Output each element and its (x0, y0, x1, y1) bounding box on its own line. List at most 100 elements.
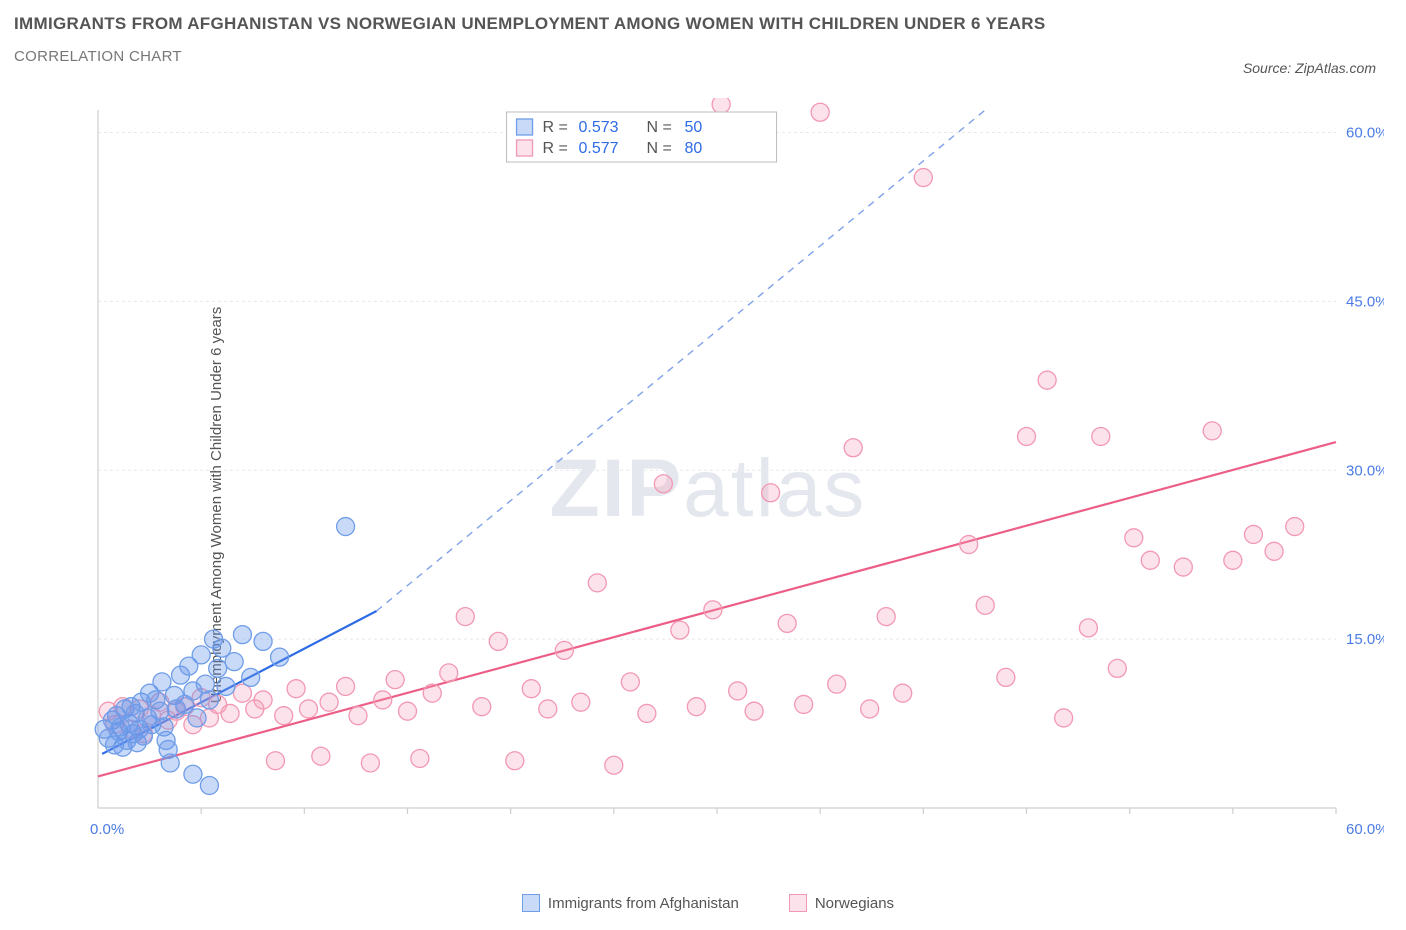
data-point-blue (217, 677, 235, 695)
data-point-pink (654, 475, 672, 493)
legend-bottom: Immigrants from Afghanistan Norwegians (32, 894, 1384, 912)
legend-blue-r: 0.573 (579, 119, 619, 136)
y-tick-label: 45.0% (1346, 293, 1384, 310)
data-point-pink (795, 695, 813, 713)
data-point-blue (192, 646, 210, 664)
data-point-pink (254, 691, 272, 709)
data-point-pink (539, 700, 557, 718)
data-point-pink (275, 707, 293, 725)
y-tick-label: 30.0% (1346, 462, 1384, 479)
data-point-pink (320, 693, 338, 711)
data-point-pink (473, 698, 491, 716)
data-point-pink (399, 702, 417, 720)
data-point-blue (200, 691, 218, 709)
data-point-pink (1038, 371, 1056, 389)
data-point-pink (1125, 529, 1143, 547)
data-point-pink (299, 700, 317, 718)
data-point-pink (704, 601, 722, 619)
data-point-pink (456, 608, 474, 626)
chart-container: Unemployment Among Women with Children U… (32, 98, 1384, 912)
legend-label-blue: Immigrants from Afghanistan (548, 895, 739, 912)
data-point-pink (671, 621, 689, 639)
data-point-pink (221, 704, 239, 722)
data-point-pink (411, 749, 429, 767)
data-point-blue (225, 653, 243, 671)
legend-r-label: R = (543, 119, 568, 136)
data-point-pink (1108, 659, 1126, 677)
data-point-pink (1079, 619, 1097, 637)
legend-swatch-blue (522, 894, 540, 912)
data-point-pink (522, 680, 540, 698)
data-point-pink (914, 169, 932, 187)
data-point-pink (877, 608, 895, 626)
data-point-pink (745, 702, 763, 720)
data-point-pink (828, 675, 846, 693)
data-point-pink (605, 756, 623, 774)
data-point-pink (349, 707, 367, 725)
data-point-pink (894, 684, 912, 702)
data-point-pink (1141, 551, 1159, 569)
data-point-pink (588, 574, 606, 592)
data-point-blue (151, 702, 169, 720)
data-point-blue (254, 632, 272, 650)
chart-title: IMMIGRANTS FROM AFGHANISTAN VS NORWEGIAN… (14, 14, 1046, 34)
chart-subtitle: CORRELATION CHART (14, 48, 1046, 65)
legend-n-label2: N = (647, 140, 672, 157)
data-point-pink (1203, 422, 1221, 440)
data-point-blue (200, 776, 218, 794)
data-point-pink (266, 752, 284, 770)
legend-swatch-blue-top (517, 119, 533, 135)
legend-r-label2: R = (543, 140, 568, 157)
data-point-pink (621, 673, 639, 691)
legend-pink-r: 0.577 (579, 140, 619, 157)
x-tick-label: 60.0% (1346, 821, 1384, 838)
legend-pink-n: 80 (685, 140, 703, 157)
data-point-pink (440, 664, 458, 682)
data-point-pink (337, 677, 355, 695)
data-point-pink (555, 641, 573, 659)
data-point-pink (572, 693, 590, 711)
title-block: IMMIGRANTS FROM AFGHANISTAN VS NORWEGIAN… (14, 14, 1046, 65)
data-point-pink (233, 684, 251, 702)
data-point-pink (1174, 558, 1192, 576)
legend-label-pink: Norwegians (815, 895, 894, 912)
data-point-blue (242, 668, 260, 686)
data-point-pink (374, 691, 392, 709)
data-point-pink (638, 704, 656, 722)
data-point-blue (184, 765, 202, 783)
data-point-pink (361, 754, 379, 772)
data-point-pink (287, 680, 305, 698)
data-point-pink (423, 684, 441, 702)
data-point-blue (161, 754, 179, 772)
data-point-blue (196, 675, 214, 693)
data-point-blue (209, 659, 227, 677)
data-point-pink (844, 439, 862, 457)
legend-swatch-pink-top (517, 140, 533, 156)
legend-item-pink: Norwegians (789, 894, 894, 912)
data-point-blue (233, 626, 251, 644)
data-point-pink (386, 671, 404, 689)
data-point-pink (1286, 518, 1304, 536)
origin-label: 0.0% (90, 821, 124, 838)
data-point-pink (1265, 542, 1283, 560)
scatter-plot: 15.0% 30.0% 45.0% 60.0% 0.0% 60.0% R = 0.573 N =… (72, 98, 1384, 866)
data-point-pink (1092, 427, 1110, 445)
data-point-pink (687, 698, 705, 716)
legend-item-blue: Immigrants from Afghanistan (522, 894, 739, 912)
source-attribution: Source: ZipAtlas.com (1243, 60, 1376, 76)
legend-blue-n: 50 (685, 119, 703, 136)
data-point-pink (778, 614, 796, 632)
data-point-blue (271, 648, 289, 666)
data-point-pink (1244, 525, 1262, 543)
data-point-pink (762, 484, 780, 502)
data-point-blue (337, 518, 355, 536)
data-point-pink (811, 103, 829, 121)
data-point-pink (861, 700, 879, 718)
data-point-pink (1055, 709, 1073, 727)
data-point-pink (997, 668, 1015, 686)
data-point-pink (312, 747, 330, 765)
data-point-pink (712, 98, 730, 113)
y-tick-label: 15.0% (1346, 631, 1384, 648)
y-tick-label: 60.0% (1346, 125, 1384, 142)
data-point-blue (188, 709, 206, 727)
